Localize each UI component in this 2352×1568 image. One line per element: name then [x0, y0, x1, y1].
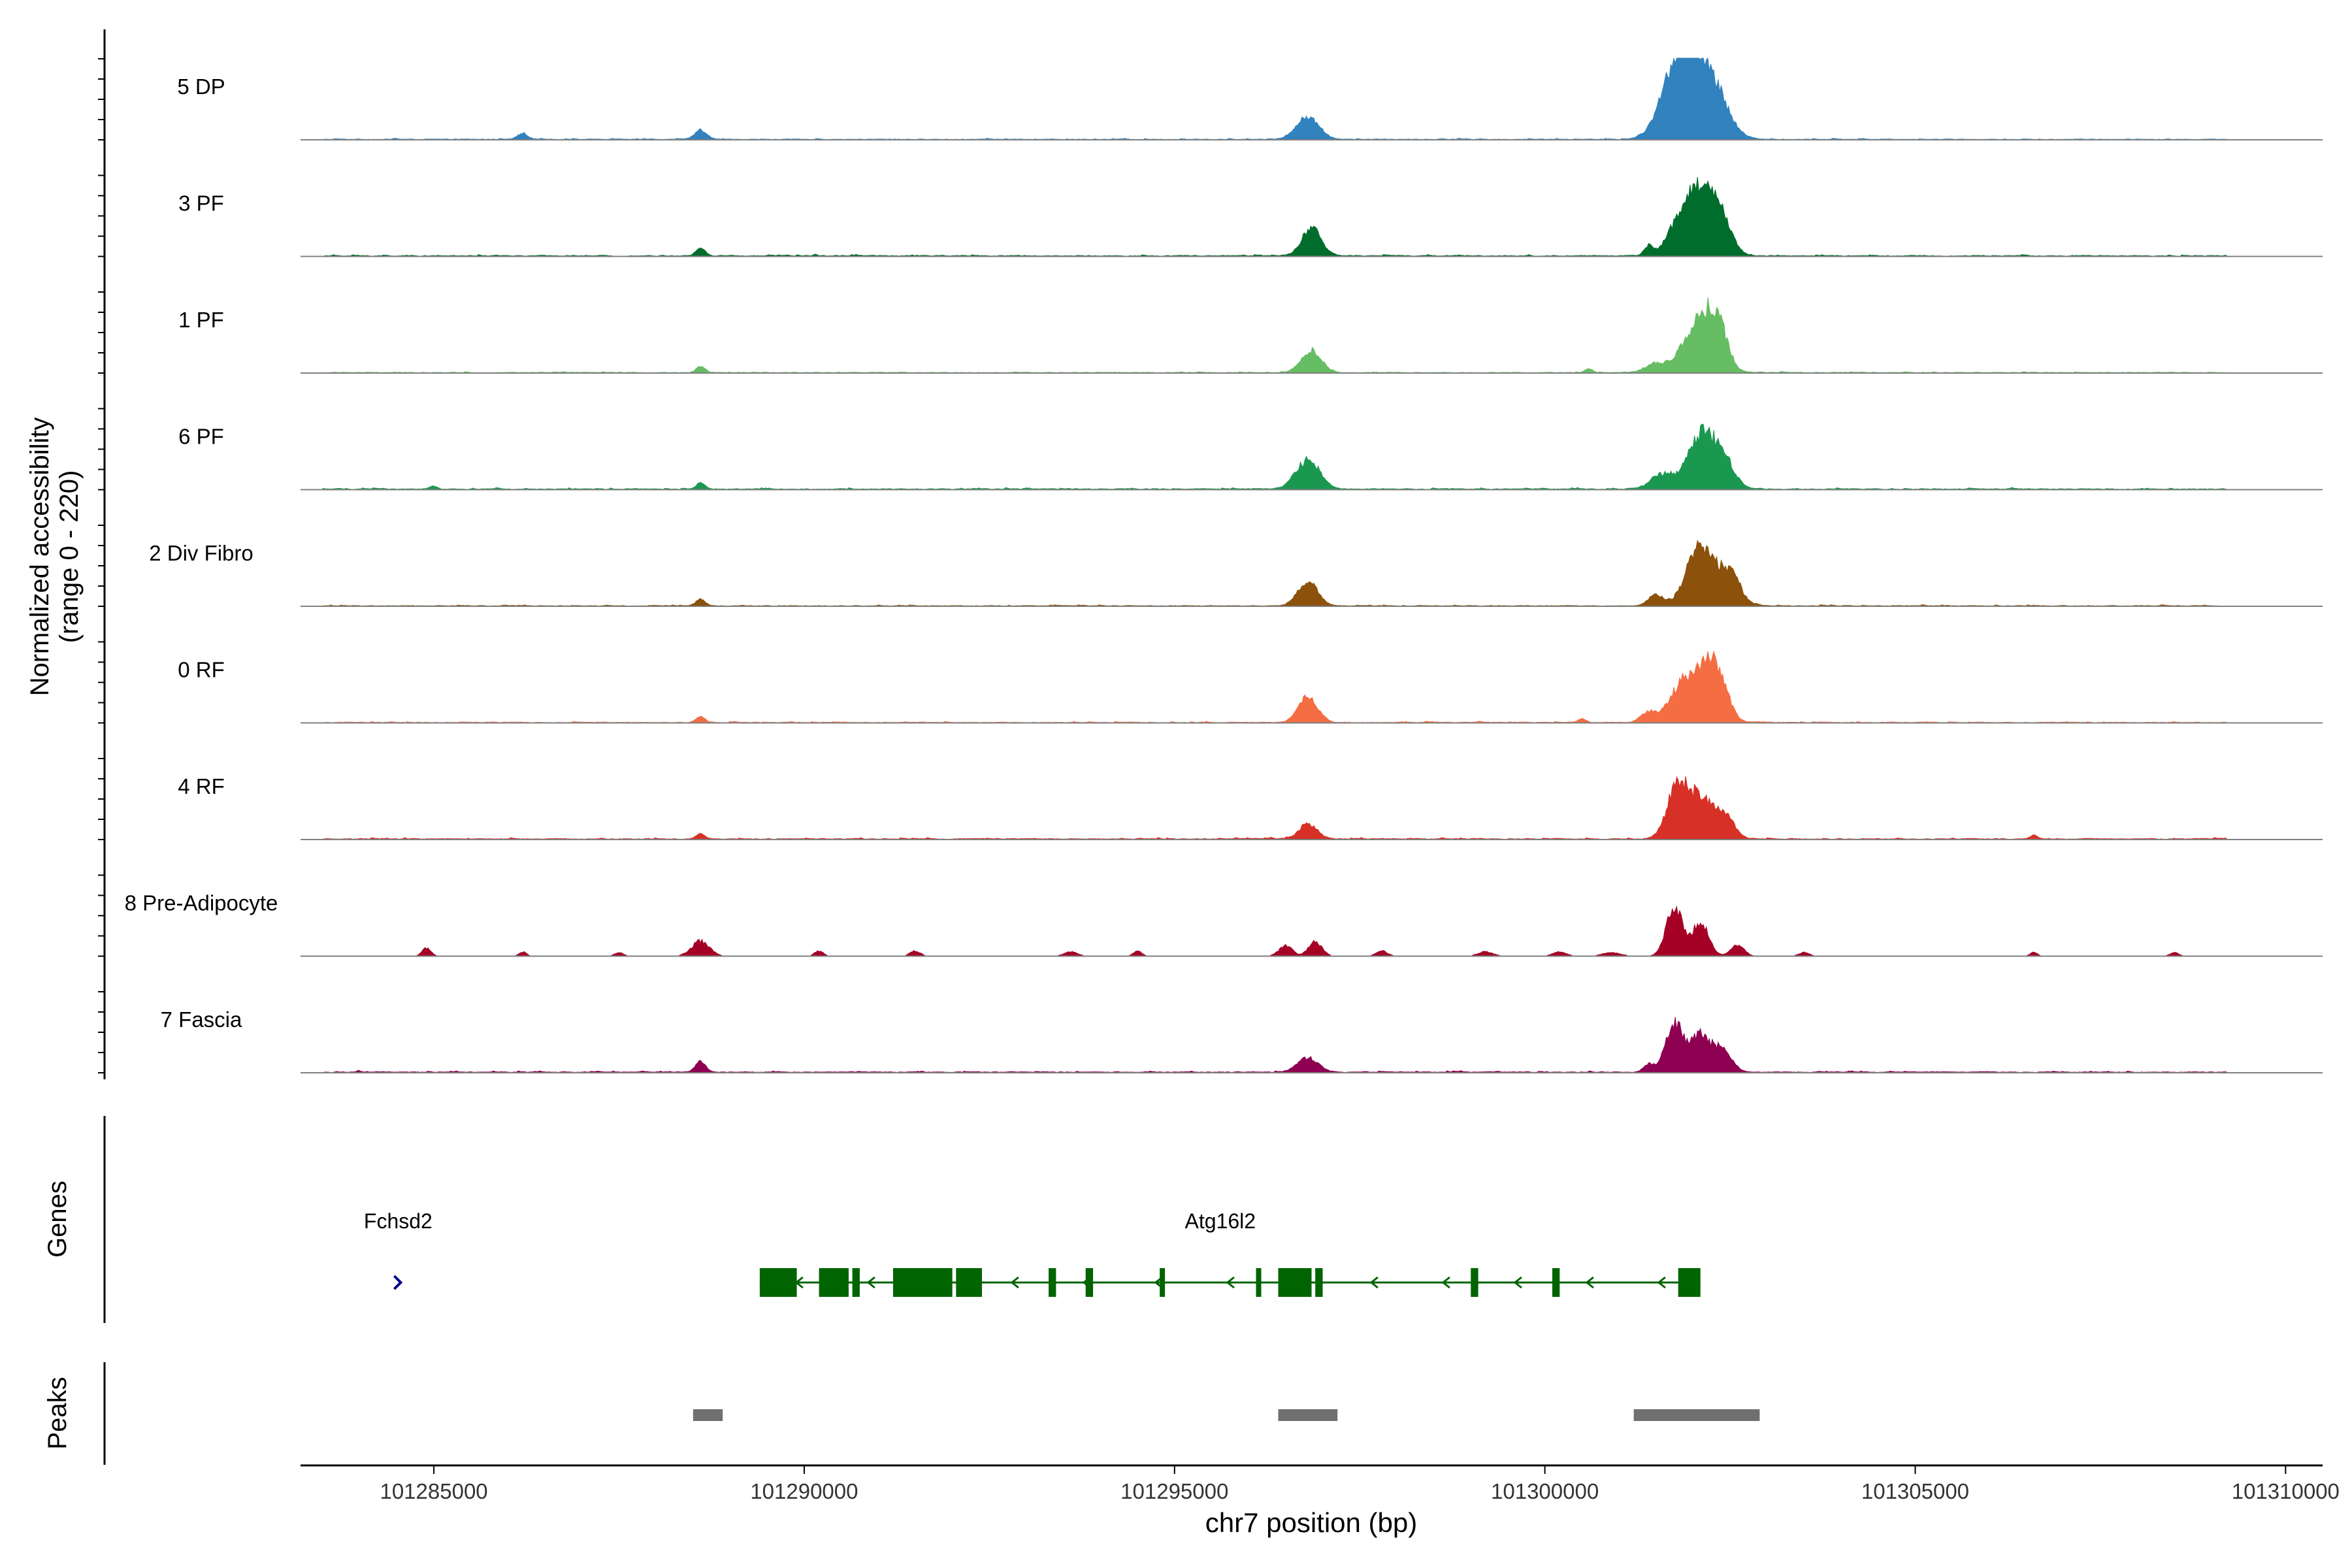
x-tick-label: 101300000	[1491, 1479, 1599, 1503]
track-label: 8 Pre-Adipocyte	[125, 891, 278, 915]
track-label: 1 PF	[178, 308, 224, 332]
gene-exon	[1278, 1268, 1312, 1297]
track-signal-area	[322, 423, 2227, 490]
peak-regions	[693, 1409, 1760, 1421]
x-tick-label: 101285000	[380, 1479, 487, 1503]
genes-panel: Genes Fchsd2 Atg16l2	[43, 1116, 1701, 1323]
track-2-div-fibro: 2 Div Fibro	[149, 539, 2323, 607]
y-axis-label: Normalized accessibility	[25, 417, 54, 696]
track-1-pf: 1 PF	[178, 297, 2323, 374]
gene-exon	[1049, 1268, 1056, 1297]
gene-exon	[1085, 1268, 1094, 1297]
track-3-pf: 3 PF	[178, 177, 2323, 257]
track-signal-area	[322, 297, 2227, 374]
track-label: 6 PF	[178, 425, 224, 449]
strand-chevron-icon	[866, 1276, 875, 1289]
gene-models: Fchsd2 Atg16l2	[364, 1209, 1701, 1297]
track-5-dp: 5 DP	[177, 57, 2323, 140]
gene-name-label: Atg16l2	[1185, 1209, 1256, 1233]
x-tick-label: 101310000	[2232, 1479, 2340, 1503]
x-tick-label: 101305000	[1861, 1479, 1969, 1503]
track-4-rf: 4 RF	[178, 774, 2323, 840]
track-label: 3 PF	[178, 191, 224, 216]
y-axis-range-label: (range 0 - 220)	[55, 470, 84, 644]
strand-chevron-icon	[1513, 1276, 1522, 1289]
track-label: 4 RF	[178, 774, 225, 798]
gene-atg16l2: Atg16l2	[759, 1209, 1701, 1297]
gene-exon	[956, 1268, 983, 1297]
strand-chevron-icon	[1369, 1276, 1379, 1289]
x-tick-label: 101290000	[750, 1479, 858, 1503]
track-label: 2 Div Fibro	[149, 541, 253, 565]
track-signal-area	[322, 57, 2227, 140]
track-signal-area	[322, 539, 2227, 607]
strand-chevron-icon	[1657, 1276, 1666, 1289]
peak-region-bar	[1633, 1409, 1760, 1421]
track-signal-area	[322, 776, 2227, 840]
strand-chevron-icon	[1441, 1276, 1450, 1289]
x-tick-label: 101295000	[1120, 1479, 1228, 1503]
y-axis-ticks	[98, 58, 105, 1073]
x-axis-ticks: 101285000 101290000 101295000 101300000 1013…	[380, 1465, 2340, 1503]
gene-fchsd2: Fchsd2	[364, 1209, 433, 1290]
peak-region-bar	[693, 1409, 723, 1421]
gene-exon	[1471, 1268, 1478, 1297]
track-label: 5 DP	[177, 74, 225, 99]
peak-region-bar	[1278, 1409, 1338, 1421]
coverage-tracks: 5 DP 3 PF 1 PF 6 PF 2 Div Fibro 0 RF 4 RF 8 Pre…	[125, 57, 2323, 1073]
x-axis-label: chr7 position (bp)	[1205, 1507, 1418, 1538]
track-label: 7 Fascia	[161, 1007, 242, 1032]
peaks-panel: Peaks	[43, 1362, 1760, 1465]
gene-exon	[1160, 1268, 1166, 1297]
y-axis: Normalized accessibility (range 0 - 220)	[25, 29, 106, 1079]
gene-exon	[819, 1268, 849, 1297]
track-signal-area	[322, 650, 2227, 723]
track-6-pf: 6 PF	[178, 423, 2323, 491]
track-7-fascia: 7 Fascia	[161, 1007, 2323, 1073]
gene-name-label: Fchsd2	[364, 1209, 433, 1233]
track-8-pre-adipocyte: 8 Pre-Adipocyte	[125, 891, 2323, 957]
track-signal-area	[322, 177, 2227, 257]
genes-panel-label: Genes	[43, 1181, 72, 1258]
strand-chevron-icon	[1010, 1276, 1019, 1289]
gene-exon	[892, 1268, 953, 1297]
peaks-panel-label: Peaks	[43, 1377, 72, 1449]
track-label: 0 RF	[178, 658, 225, 682]
strand-arrow-icon	[393, 1275, 403, 1290]
strand-chevron-icon	[1585, 1276, 1594, 1289]
track-0-rf: 0 RF	[178, 650, 2323, 724]
x-axis: 101285000 101290000 101295000 101300000 1013…	[301, 1464, 2340, 1538]
gene-exon	[1678, 1268, 1701, 1297]
gene-exon	[852, 1268, 860, 1297]
track-signal-area	[322, 1017, 2227, 1073]
strand-chevron-icon	[1226, 1276, 1235, 1289]
gene-exon	[759, 1268, 797, 1297]
gene-exon	[1315, 1268, 1323, 1297]
gene-exon	[1256, 1268, 1262, 1297]
track-signal-area	[323, 906, 2227, 956]
gene-exon	[1552, 1268, 1560, 1297]
